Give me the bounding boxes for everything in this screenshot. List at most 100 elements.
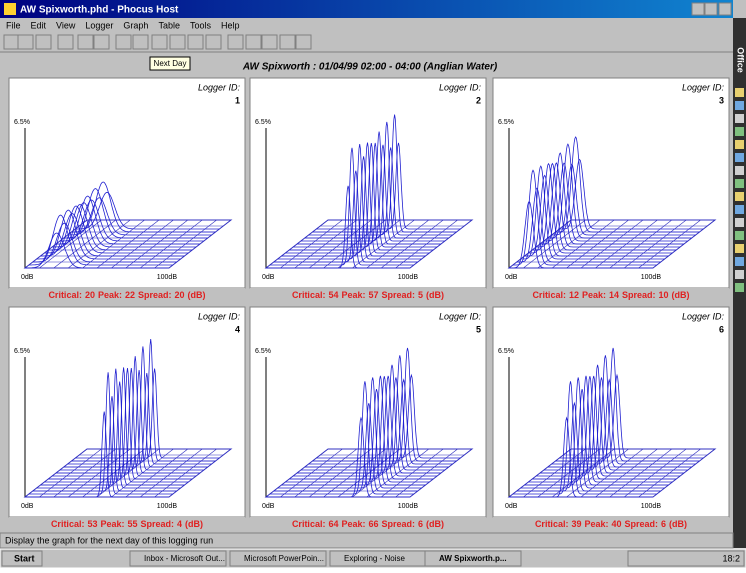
toolbar-button[interactable] bbox=[36, 35, 51, 49]
task-label: Microsoft PowerPoin... bbox=[244, 554, 324, 563]
office-icon[interactable] bbox=[735, 101, 744, 110]
logger-id: 3 bbox=[719, 95, 724, 105]
x-min-label: 0dB bbox=[21, 274, 34, 281]
toolbar-button[interactable] bbox=[58, 35, 73, 49]
menu-item[interactable]: View bbox=[56, 20, 76, 30]
office-icon[interactable] bbox=[735, 244, 744, 253]
logger-label: Logger ID: bbox=[682, 82, 725, 92]
menu-item[interactable]: Edit bbox=[31, 20, 47, 30]
logger-id: 6 bbox=[719, 324, 724, 334]
office-icon[interactable] bbox=[735, 127, 744, 136]
caption-part: Spread: bbox=[382, 519, 416, 529]
window-title: AW Spixworth.phd - Phocus Host bbox=[20, 5, 179, 16]
toolbar bbox=[4, 35, 311, 49]
caption-part: (dB) bbox=[426, 519, 444, 529]
caption-part: 57 bbox=[369, 290, 379, 300]
caption-part: Critical: bbox=[532, 290, 566, 300]
caption-part: 12 bbox=[569, 290, 579, 300]
clock: 18:2 bbox=[722, 553, 740, 563]
toolbar-button[interactable] bbox=[296, 35, 311, 49]
caption-part: Critical: bbox=[292, 290, 326, 300]
task-label: Exploring - Noise bbox=[344, 554, 405, 563]
office-icon[interactable] bbox=[735, 179, 744, 188]
office-icon[interactable] bbox=[735, 205, 744, 214]
toolbar-button[interactable] bbox=[170, 35, 185, 49]
y-axis-label: 6.5% bbox=[14, 348, 30, 355]
caption-part: (dB) bbox=[188, 290, 206, 300]
menu-item[interactable]: Table bbox=[158, 20, 180, 30]
caption-part: 6 bbox=[418, 519, 423, 529]
caption-part: Spread: bbox=[625, 519, 659, 529]
caption-part: Peak: bbox=[582, 290, 606, 300]
office-icon[interactable] bbox=[735, 153, 744, 162]
logger-label: Logger ID: bbox=[439, 82, 482, 92]
caption-part: 39 bbox=[571, 519, 581, 529]
caption-part: Critical: bbox=[292, 519, 326, 529]
menu-item[interactable]: Help bbox=[221, 20, 240, 30]
caption-part: Peak: bbox=[341, 519, 365, 529]
x-min-label: 0dB bbox=[262, 274, 275, 281]
office-icon[interactable] bbox=[735, 114, 744, 123]
y-axis-label: 6.5% bbox=[498, 119, 514, 126]
caption-part: Spread: bbox=[141, 519, 175, 529]
y-axis-label: 6.5% bbox=[14, 119, 30, 126]
x-max-label: 100dB bbox=[157, 274, 178, 281]
x-max-label: 100dB bbox=[398, 274, 419, 281]
office-icon[interactable] bbox=[735, 166, 744, 175]
toolbar-button[interactable] bbox=[152, 35, 167, 49]
caption-part: Peak: bbox=[98, 290, 122, 300]
close-button[interactable] bbox=[719, 3, 731, 15]
logger-id: 1 bbox=[235, 95, 240, 105]
office-icon[interactable] bbox=[735, 231, 744, 240]
toolbar-button[interactable] bbox=[262, 35, 277, 49]
logger-label: Logger ID: bbox=[439, 311, 482, 321]
toolbar-button[interactable] bbox=[18, 35, 33, 49]
maximize-button[interactable] bbox=[705, 3, 717, 15]
menu-item[interactable]: Logger bbox=[85, 20, 113, 30]
menu-item[interactable]: Graph bbox=[123, 20, 148, 30]
toolbar-button[interactable] bbox=[280, 35, 295, 49]
caption: Critical:12Peak:14Spread:10(dB) bbox=[532, 290, 689, 300]
caption-part: 64 bbox=[328, 519, 338, 529]
tooltip: Next Day bbox=[154, 59, 187, 68]
task-label: AW Spixworth.p... bbox=[439, 554, 507, 563]
caption-part: Critical: bbox=[48, 290, 82, 300]
office-icon[interactable] bbox=[735, 88, 744, 97]
toolbar-button[interactable] bbox=[206, 35, 221, 49]
caption-part: Spread: bbox=[138, 290, 172, 300]
y-axis-label: 6.5% bbox=[498, 348, 514, 355]
toolbar-button[interactable] bbox=[246, 35, 261, 49]
menu-item[interactable]: Tools bbox=[190, 20, 212, 30]
x-max-label: 100dB bbox=[157, 503, 178, 510]
caption-part: 54 bbox=[328, 290, 338, 300]
logger-label: Logger ID: bbox=[198, 311, 241, 321]
caption-part: (dB) bbox=[185, 519, 203, 529]
toolbar-button[interactable] bbox=[228, 35, 243, 49]
caption-part: 53 bbox=[87, 519, 97, 529]
status-text: Display the graph for the next day of th… bbox=[5, 535, 213, 545]
caption-part: Peak: bbox=[341, 290, 365, 300]
toolbar-button[interactable] bbox=[94, 35, 109, 49]
toolbar-button[interactable] bbox=[116, 35, 131, 49]
start-label: Start bbox=[14, 553, 35, 563]
toolbar-button[interactable] bbox=[4, 35, 19, 49]
office-icon[interactable] bbox=[735, 140, 744, 149]
office-icon[interactable] bbox=[735, 257, 744, 266]
toolbar-button[interactable] bbox=[78, 35, 93, 49]
x-min-label: 0dB bbox=[262, 503, 275, 510]
office-icon[interactable] bbox=[735, 192, 744, 201]
toolbar-button[interactable] bbox=[133, 35, 148, 49]
office-icon[interactable] bbox=[735, 270, 744, 279]
toolbar-button[interactable] bbox=[188, 35, 203, 49]
minimize-button[interactable] bbox=[692, 3, 704, 15]
caption-part: 22 bbox=[125, 290, 135, 300]
menu-item[interactable]: File bbox=[6, 20, 21, 30]
office-icon[interactable] bbox=[735, 218, 744, 227]
x-max-label: 100dB bbox=[398, 503, 419, 510]
logger-label: Logger ID: bbox=[682, 311, 725, 321]
caption-part: Spread: bbox=[382, 290, 416, 300]
caption-part: 10 bbox=[659, 290, 669, 300]
office-icon[interactable] bbox=[735, 283, 744, 292]
app-icon bbox=[4, 3, 16, 15]
